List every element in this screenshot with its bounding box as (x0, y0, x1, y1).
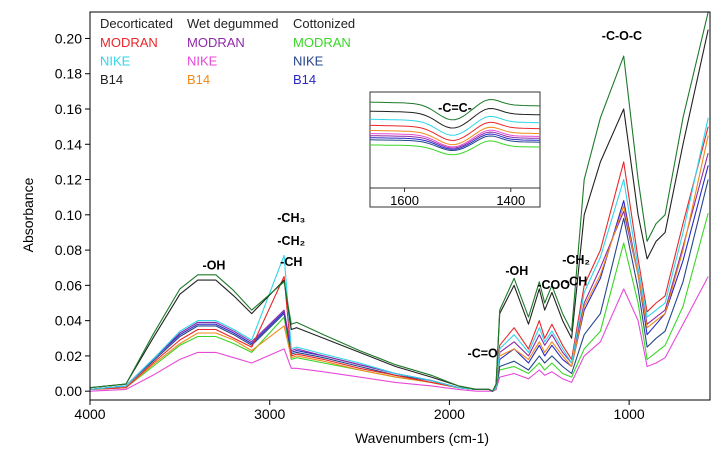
inset-series-line-8 (370, 133, 540, 150)
legend-entry: NIKE (187, 54, 218, 69)
y-axis-label: Absorbance (20, 177, 36, 252)
y-tick-label: 0.06 (55, 277, 82, 293)
inset-x-tick-label: 1400 (496, 193, 525, 208)
inset-series-line-3 (369, 115, 541, 136)
x-tick-label: 2000 (434, 406, 465, 422)
y-axis: 0.00 0.02 0.04 0.06 0.08 0.10 0.12 0.14 0.16 0.18… (55, 30, 90, 399)
annotations: -OH -CH₃ -CH₂ -CH -OH -COO -CH₂ -CH -C=O -C-O-C (203, 29, 643, 360)
y-tick-label: 0.16 (55, 101, 82, 117)
inset-series-line-6 (370, 129, 540, 148)
x-tick-label: 1000 (614, 406, 645, 422)
series-line-5 (89, 276, 709, 392)
legend: Decorticated MODRAN NIKE B14 Wet degummed MOD… (100, 16, 355, 87)
x-tick-label: 3000 (254, 406, 285, 422)
inset-series-line-7 (370, 131, 540, 149)
legend-entry: MODRAN (187, 35, 245, 50)
peak-label-ch2a: -CH₂ (277, 234, 305, 248)
y-tick-label: 0.20 (55, 30, 82, 46)
inset-series-line-1 (369, 99, 541, 121)
legend-entry: B14 (187, 72, 210, 87)
peak-label-oh2: -OH (505, 264, 528, 278)
legend-entry: MODRAN (100, 35, 158, 50)
inset-x-tick-label: 1600 (390, 193, 419, 208)
inset-series-line-9 (369, 135, 541, 152)
legend-entry: B14 (293, 72, 316, 87)
peak-label-ch2b: -CH₂ (562, 253, 590, 267)
legend-group-header: Decorticated (100, 16, 173, 31)
inset-series-line-10 (369, 140, 541, 156)
peak-label-coc: -C-O-C (602, 29, 642, 43)
series-line-10 (89, 11, 709, 392)
peak-label-ch2c: -CH (565, 274, 587, 288)
inset-series-line-5 (370, 126, 540, 146)
peak-label-co: -C=O (468, 347, 498, 361)
inset-series-line-2 (369, 107, 541, 129)
y-tick-label: 0.08 (55, 242, 82, 258)
y-tick-label: 0.18 (55, 66, 82, 82)
series-layer (89, 11, 709, 392)
y-tick-label: 0.10 (55, 207, 82, 223)
y-tick-label: 0.12 (55, 172, 82, 188)
x-axis-label: Wavenumbers (cm-1) (355, 430, 489, 446)
inset-peak-label: -C=C- (438, 101, 472, 115)
x-tick-label: 4000 (74, 406, 105, 422)
legend-entry: MODRAN (293, 35, 351, 50)
inset-plot: 1600 1400 -C=C- (369, 91, 541, 208)
y-tick-label: 0.00 (55, 383, 82, 399)
x-axis: 4000 3000 2000 1000 (74, 400, 645, 422)
legend-group-header: Cottonized (293, 16, 355, 31)
plot-border (89, 11, 711, 401)
y-tick-label: 0.14 (55, 136, 82, 152)
peak-label-oh1: -OH (203, 258, 226, 272)
legend-group-header: Wet degummed (187, 16, 279, 31)
y-tick-label: 0.02 (55, 348, 82, 364)
peak-label-coo: -COO (537, 278, 570, 292)
legend-entry: NIKE (100, 54, 131, 69)
y-tick-label: 0.04 (55, 313, 82, 329)
legend-entry: B14 (100, 72, 123, 87)
peak-label-ch3: -CH₃ (277, 211, 305, 225)
legend-entry: NIKE (293, 54, 324, 69)
peak-label-ch1: -CH (280, 255, 302, 269)
inset-series-line-4 (370, 121, 540, 141)
